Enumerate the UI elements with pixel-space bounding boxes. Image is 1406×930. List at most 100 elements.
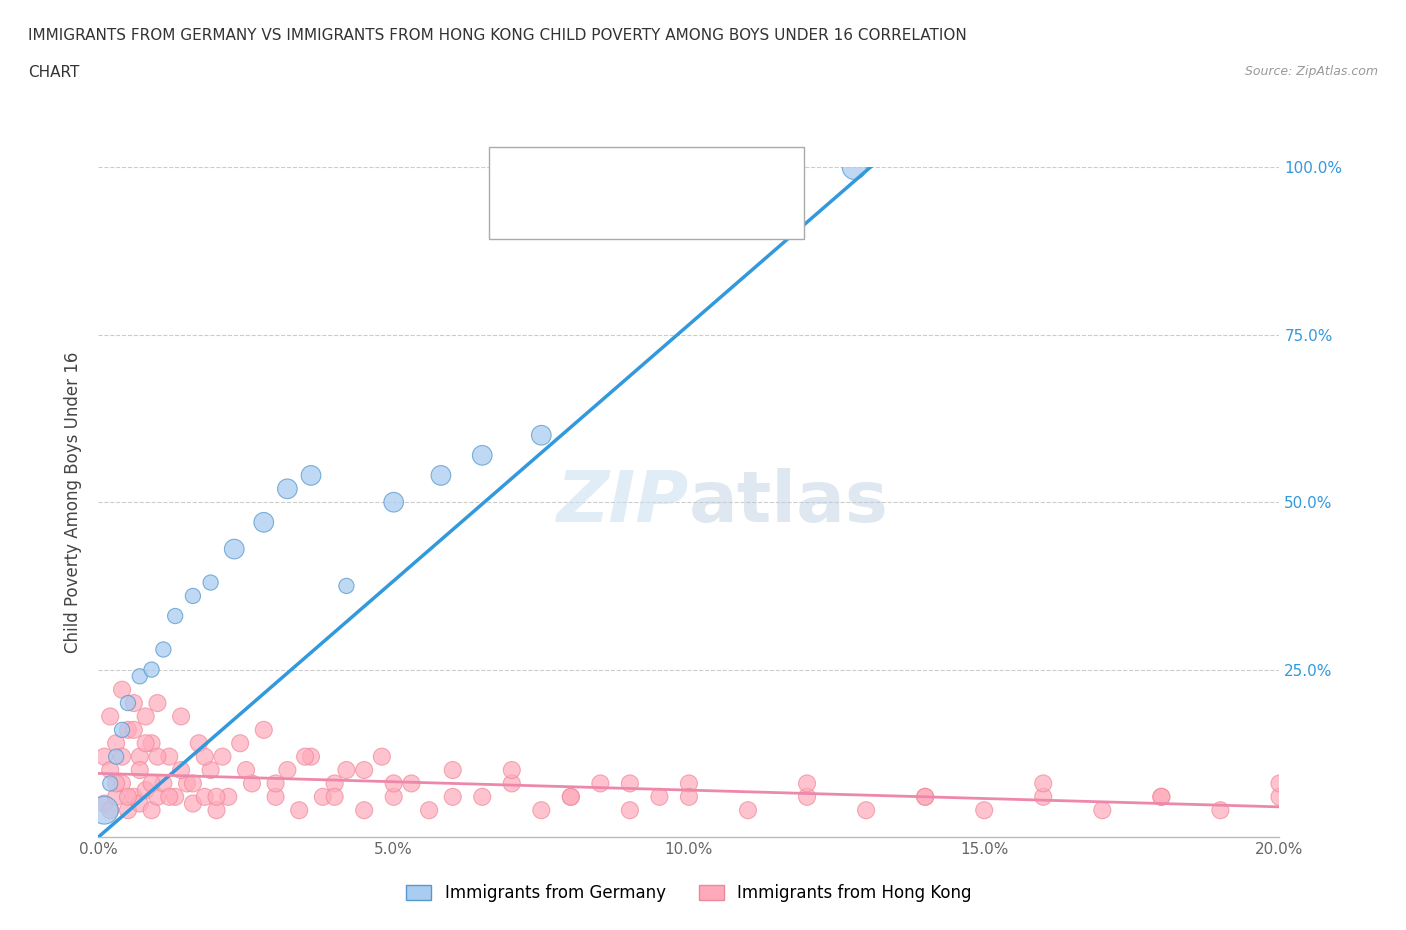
Bar — [506, 159, 534, 189]
Point — [844, 160, 866, 175]
Point — [187, 736, 209, 751]
Point — [141, 736, 163, 751]
Point — [105, 776, 128, 790]
Point — [224, 541, 246, 556]
Point — [678, 790, 700, 804]
Point — [165, 608, 187, 623]
Point — [105, 790, 128, 804]
Text: N =  21: N = 21 — [681, 165, 755, 183]
Point — [111, 776, 134, 790]
Point — [176, 776, 198, 790]
Point — [299, 750, 322, 764]
Point — [117, 696, 139, 711]
Point — [371, 750, 394, 764]
Point — [205, 790, 228, 804]
Point — [530, 803, 553, 817]
Point — [253, 723, 276, 737]
Point — [264, 790, 287, 804]
Point — [471, 448, 494, 463]
Point — [648, 790, 671, 804]
Point — [501, 763, 523, 777]
Point — [157, 790, 180, 804]
Point — [914, 790, 936, 804]
Point — [111, 683, 134, 698]
Point — [1150, 790, 1173, 804]
Point — [353, 803, 375, 817]
Point — [288, 803, 311, 817]
Point — [796, 776, 818, 790]
Point — [170, 763, 193, 777]
Text: R =  -0.222: R = -0.222 — [547, 202, 658, 220]
Point — [200, 575, 222, 590]
Point — [312, 790, 335, 804]
Point — [323, 776, 346, 790]
Point — [128, 750, 150, 764]
Point — [105, 750, 128, 764]
Point — [128, 763, 150, 777]
Point — [181, 776, 204, 790]
Point — [914, 790, 936, 804]
Point — [276, 482, 298, 497]
Point — [98, 709, 121, 724]
Point — [146, 790, 169, 804]
Point — [141, 776, 163, 790]
Point — [335, 763, 357, 777]
Text: R =  0.850: R = 0.850 — [547, 165, 651, 183]
Point — [501, 776, 523, 790]
Text: ZIP: ZIP — [557, 468, 689, 537]
Point — [382, 776, 405, 790]
Point — [152, 642, 174, 657]
Point — [165, 790, 187, 804]
Point — [1268, 790, 1291, 804]
Point — [146, 696, 169, 711]
Point — [382, 495, 405, 510]
Point — [299, 468, 322, 483]
Point — [135, 783, 157, 798]
Point — [1209, 803, 1232, 817]
Point — [122, 696, 145, 711]
Point — [111, 750, 134, 764]
Point — [93, 750, 115, 764]
Point — [122, 790, 145, 804]
Point — [93, 796, 115, 811]
Point — [141, 662, 163, 677]
Point — [619, 803, 641, 817]
Point — [560, 790, 582, 804]
Point — [253, 515, 276, 530]
Point — [796, 790, 818, 804]
Bar — [506, 196, 534, 226]
Point — [170, 709, 193, 724]
Text: IMMIGRANTS FROM GERMANY VS IMMIGRANTS FROM HONG KONG CHILD POVERTY AMONG BOYS UN: IMMIGRANTS FROM GERMANY VS IMMIGRANTS FR… — [28, 28, 967, 43]
Text: CHART: CHART — [28, 65, 80, 80]
Point — [117, 790, 139, 804]
Point — [276, 763, 298, 777]
Point — [211, 750, 233, 764]
Point — [737, 803, 759, 817]
Text: N =  96: N = 96 — [681, 202, 755, 220]
Point — [98, 763, 121, 777]
Point — [382, 790, 405, 804]
Point — [441, 763, 464, 777]
Point — [146, 750, 169, 764]
Point — [93, 803, 115, 817]
Point — [353, 763, 375, 777]
Point — [128, 796, 150, 811]
Point — [471, 790, 494, 804]
Text: Source: ZipAtlas.com: Source: ZipAtlas.com — [1244, 65, 1378, 78]
Point — [200, 763, 222, 777]
Point — [973, 803, 995, 817]
Point — [235, 763, 257, 777]
Y-axis label: Child Poverty Among Boys Under 16: Child Poverty Among Boys Under 16 — [65, 352, 83, 653]
Point — [98, 803, 121, 817]
Point — [430, 468, 453, 483]
Point — [418, 803, 440, 817]
Point — [294, 750, 316, 764]
Point — [1032, 790, 1054, 804]
Point — [117, 723, 139, 737]
Legend: Immigrants from Germany, Immigrants from Hong Kong: Immigrants from Germany, Immigrants from… — [399, 878, 979, 909]
Point — [135, 736, 157, 751]
Point — [152, 776, 174, 790]
Point — [1091, 803, 1114, 817]
Point — [229, 736, 252, 751]
Point — [1150, 790, 1173, 804]
